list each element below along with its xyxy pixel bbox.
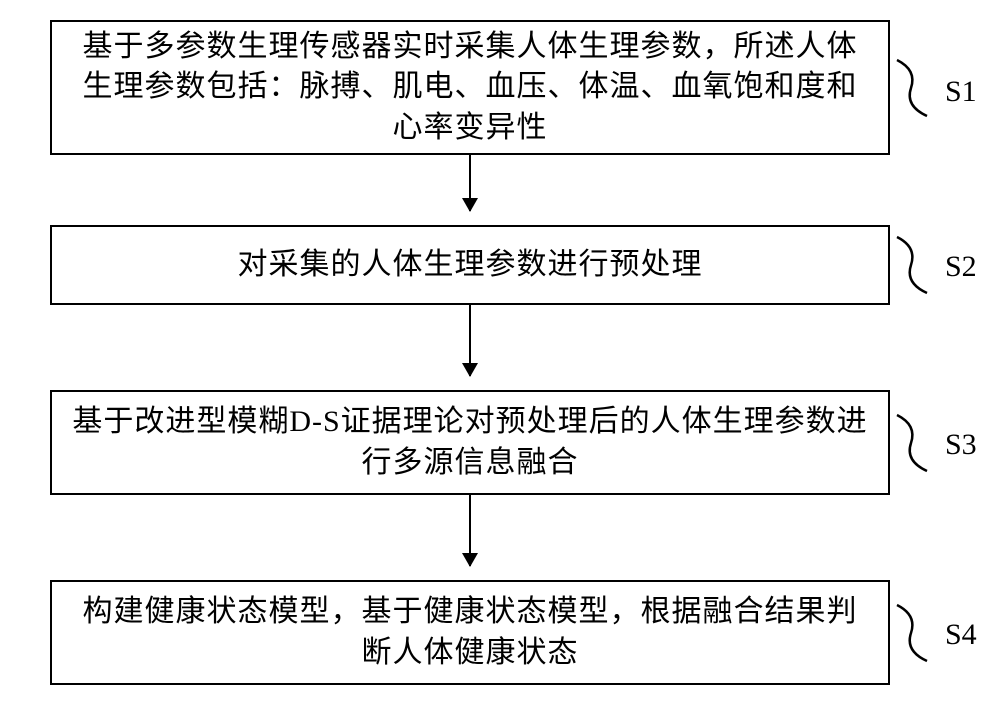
step-text-s3: 基于改进型模糊D-S证据理论对预处理后的人体生理参数进行多源信息融合 bbox=[72, 402, 868, 483]
curve-s1 bbox=[895, 58, 935, 118]
arrow-3 bbox=[469, 495, 471, 566]
step-box-s1: 基于多参数生理传感器实时采集人体生理参数，所述人体生理参数包括：脉搏、肌电、血压… bbox=[50, 20, 890, 155]
curve-s3 bbox=[895, 413, 935, 473]
step-label-s4: S4 bbox=[945, 618, 977, 652]
flowchart-canvas: 基于多参数生理传感器实时采集人体生理参数，所述人体生理参数包括：脉搏、肌电、血压… bbox=[0, 0, 1000, 719]
curve-s2 bbox=[895, 235, 935, 295]
step-label-s3: S3 bbox=[945, 428, 977, 462]
step-box-s4: 构建健康状态模型，基于健康状态模型，根据融合结果判断人体健康状态 bbox=[50, 580, 890, 685]
arrow-2 bbox=[469, 305, 471, 376]
curve-s4 bbox=[895, 603, 935, 663]
arrow-1 bbox=[469, 155, 471, 211]
step-text-s2: 对采集的人体生理参数进行预处理 bbox=[238, 245, 703, 286]
step-text-s4: 构建健康状态模型，基于健康状态模型，根据融合结果判断人体健康状态 bbox=[72, 592, 868, 673]
step-label-s2: S2 bbox=[945, 250, 977, 284]
step-label-s1: S1 bbox=[945, 75, 977, 109]
step-box-s2: 对采集的人体生理参数进行预处理 bbox=[50, 225, 890, 305]
step-text-s1: 基于多参数生理传感器实时采集人体生理参数，所述人体生理参数包括：脉搏、肌电、血压… bbox=[72, 27, 868, 149]
step-box-s3: 基于改进型模糊D-S证据理论对预处理后的人体生理参数进行多源信息融合 bbox=[50, 390, 890, 495]
